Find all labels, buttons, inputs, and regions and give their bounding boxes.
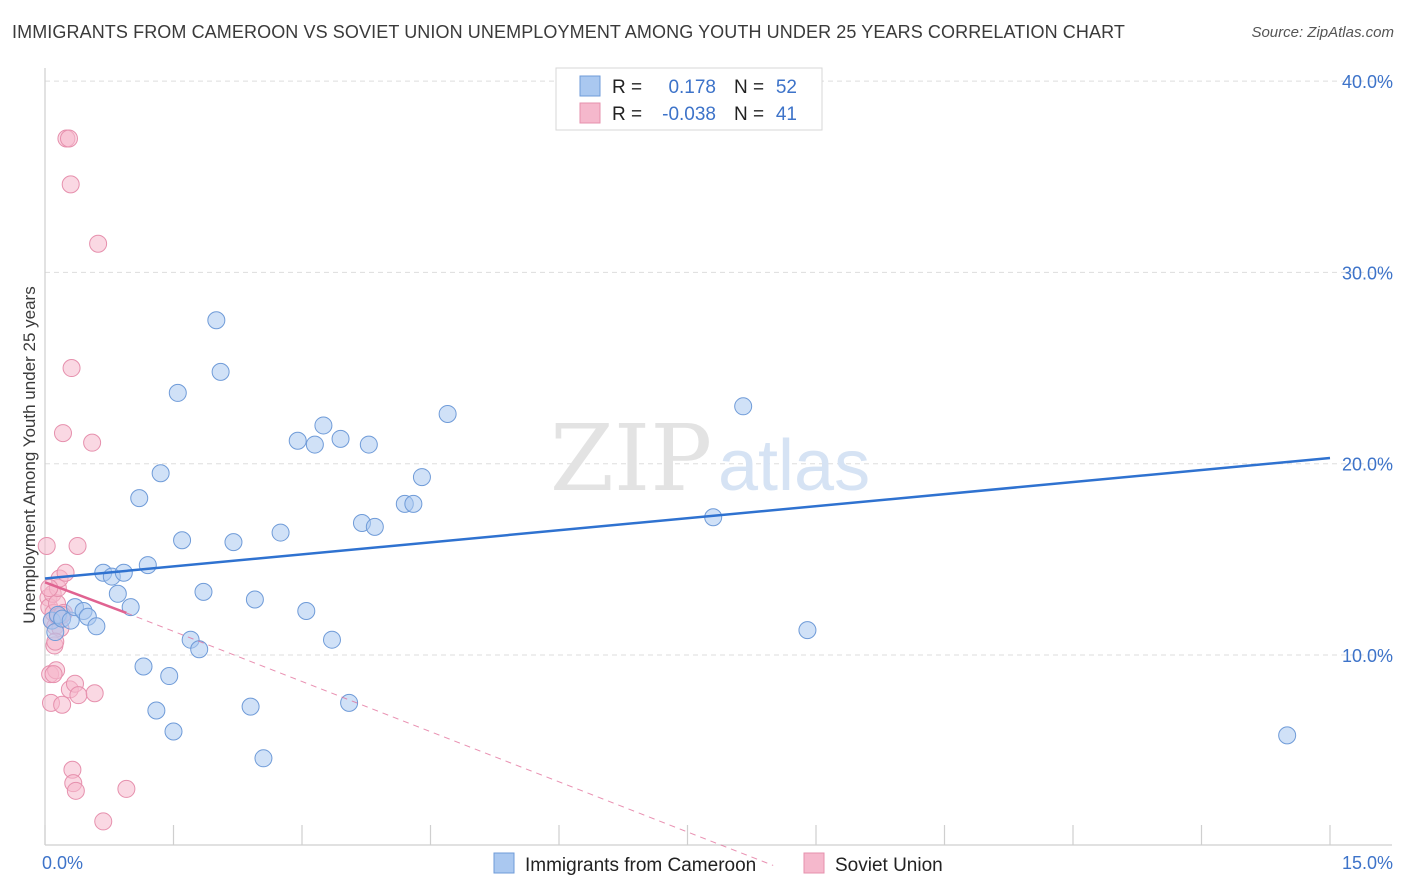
data-point-cameroon: [340, 693, 359, 712]
legend-r-value-pink: -0.038: [662, 104, 716, 125]
data-point-cameroon: [798, 621, 817, 640]
x-tick-labels: 0.0% 15.0%: [42, 853, 1393, 873]
data-point-cameroon: [254, 749, 273, 768]
series-legend-swatch-soviet: [803, 852, 825, 874]
axes: [44, 68, 1392, 846]
legend-r-label-blue: R =: [612, 77, 642, 98]
y-tick-label: 10.0%: [1342, 646, 1393, 666]
trend-lines: [44, 456, 1331, 866]
data-point-cameroon: [241, 697, 260, 716]
legend-r-label-pink: R =: [612, 104, 642, 125]
data-point-soviet-union: [83, 433, 102, 452]
watermark-atlas: atlas: [718, 426, 870, 506]
legend-n-label-blue: N =: [734, 77, 764, 98]
correlation-legend: R = 0.178 N = 52 R = -0.038 N = 41: [555, 67, 823, 131]
data-point-cameroon: [130, 489, 149, 508]
data-point-cameroon: [365, 517, 384, 536]
data-point-soviet-union: [40, 579, 59, 598]
trend-line-soviet-union: [44, 581, 127, 615]
data-point-cameroon: [314, 416, 333, 435]
series-soviet-union: [37, 129, 136, 831]
series-legend-swatch-cameroon: [493, 852, 515, 874]
data-point-cameroon: [151, 464, 170, 483]
data-point-soviet-union: [62, 359, 81, 378]
data-point-cameroon: [168, 383, 187, 402]
data-point-cameroon: [404, 494, 423, 513]
watermark-zip: ZIP: [550, 405, 712, 512]
legend-n-value-blue: 52: [776, 77, 797, 98]
data-point-soviet-union: [53, 424, 72, 443]
data-point-cameroon: [245, 590, 264, 609]
data-point-cameroon: [271, 523, 290, 542]
data-point-cameroon: [121, 598, 140, 617]
data-point-cameroon: [160, 667, 179, 686]
data-point-cameroon: [322, 630, 341, 649]
data-point-soviet-union: [117, 779, 136, 798]
data-point-soviet-union: [53, 695, 72, 714]
y-tick-labels: 10.0% 20.0% 30.0% 40.0%: [1342, 72, 1393, 666]
series-legend-label-soviet: Soviet Union: [835, 855, 943, 876]
legend-swatch-blue: [579, 75, 601, 97]
legend-n-label-pink: N =: [734, 104, 764, 125]
data-point-soviet-union: [68, 536, 87, 555]
data-point-cameroon: [173, 531, 192, 550]
trend-line-cameroon: [44, 456, 1331, 580]
source-label: Source: ZipAtlas.com: [1251, 24, 1394, 41]
data-point-cameroon: [194, 582, 213, 601]
data-point-cameroon: [438, 404, 457, 423]
data-point-cameroon: [138, 556, 157, 575]
data-point-cameroon: [164, 722, 183, 741]
data-point-soviet-union: [61, 175, 80, 194]
x-tick-label-min: 0.0%: [42, 853, 83, 873]
y-tick-label: 20.0%: [1342, 455, 1393, 475]
data-point-soviet-union: [89, 234, 108, 253]
series-legend: Immigrants from Cameroon Soviet Union: [493, 852, 943, 876]
data-point-cameroon: [305, 435, 324, 454]
x-tick-label-max: 15.0%: [1342, 853, 1393, 873]
data-point-cameroon: [412, 468, 431, 487]
data-point-cameroon: [147, 701, 166, 720]
data-point-soviet-union: [59, 129, 78, 148]
data-point-cameroon: [87, 617, 106, 636]
data-point-cameroon: [224, 533, 243, 552]
data-point-cameroon: [288, 431, 307, 450]
data-point-soviet-union: [37, 536, 56, 555]
data-point-cameroon: [359, 435, 378, 454]
data-point-cameroon: [207, 311, 226, 330]
data-point-cameroon: [211, 362, 230, 381]
data-point-cameroon: [297, 602, 316, 621]
data-point-soviet-union: [56, 563, 75, 582]
chart-title: IMMIGRANTS FROM CAMEROON VS SOVIET UNION…: [12, 22, 1125, 42]
data-point-soviet-union: [85, 684, 104, 703]
data-point-soviet-union: [69, 686, 88, 705]
data-point-soviet-union: [66, 781, 85, 800]
data-point-cameroon: [1278, 726, 1297, 745]
series-legend-label-cameroon: Immigrants from Cameroon: [525, 855, 756, 876]
legend-r-value-blue: 0.178: [668, 77, 716, 98]
data-point-cameroon: [108, 584, 127, 603]
y-axis-label: Unemployment Among Youth under 25 years: [20, 286, 39, 623]
data-point-cameroon: [734, 397, 753, 416]
data-point-soviet-union: [44, 665, 63, 684]
grid-lines: [45, 80, 1392, 656]
data-point-cameroon: [331, 429, 350, 448]
series-cameroon: [42, 311, 1297, 768]
y-tick-label: 40.0%: [1342, 72, 1393, 92]
watermark: ZIP atlas: [550, 405, 870, 512]
data-point-cameroon: [134, 657, 153, 676]
trend-line-soviet-union-extension: [126, 612, 774, 866]
legend-n-value-pink: 41: [776, 104, 797, 125]
y-tick-label: 30.0%: [1342, 263, 1393, 283]
legend-swatch-pink: [579, 102, 601, 124]
data-point-soviet-union: [94, 812, 113, 831]
data-point-cameroon: [190, 640, 209, 659]
